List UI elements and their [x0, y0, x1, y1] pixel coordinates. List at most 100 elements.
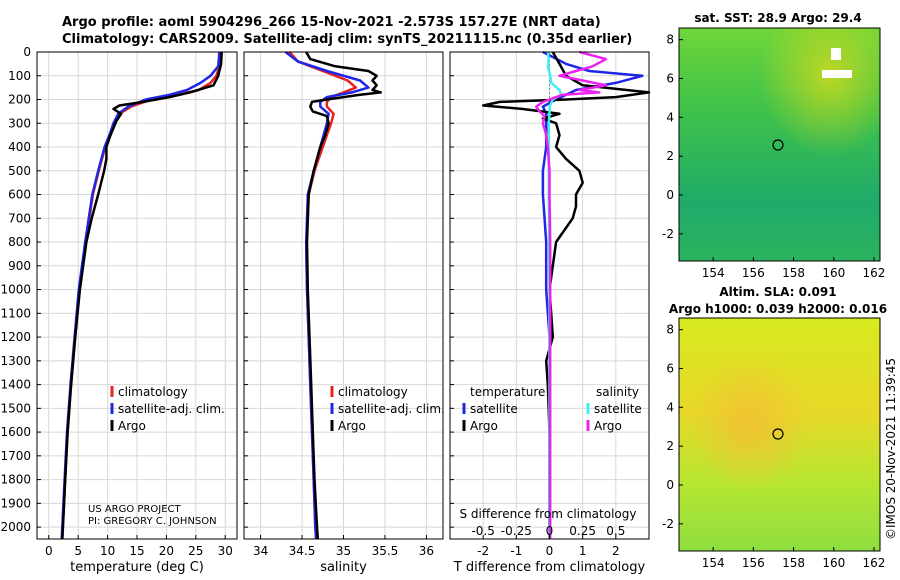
- legend-climatology-label: climatology: [338, 385, 408, 399]
- s-tick-label: 0.5: [606, 524, 625, 538]
- map-x-tick-label: 160: [822, 556, 845, 570]
- y-tick-label: 1600: [0, 425, 31, 439]
- map-x-tick-label: 156: [742, 556, 765, 570]
- legend-argo-label: Argo: [118, 419, 146, 433]
- x-tick-label: 0: [546, 544, 554, 558]
- series-line-t-argo: [481, 51, 651, 539]
- x-tick-label: 2: [612, 544, 620, 558]
- map-x-tick-label: 158: [782, 266, 805, 280]
- y-tick-label: 1800: [0, 473, 31, 487]
- y-tick-label: 700: [8, 211, 31, 225]
- y-tick-label: 100: [8, 69, 31, 83]
- x-axis-label: T difference from climatology: [453, 560, 646, 575]
- x-tick-label: 1: [579, 544, 587, 558]
- x-tick-label: 20: [159, 544, 174, 558]
- sla-map-warm-patch: [679, 318, 880, 551]
- x-tick-label: -2: [477, 544, 489, 558]
- imos-timestamp: ©IMOS 20-Nov-2021 11:39:45: [884, 357, 898, 540]
- series-line-argo: [61, 51, 223, 540]
- legend-t-argo-label: Argo: [470, 419, 498, 433]
- map-x-tick-label: 162: [863, 266, 886, 280]
- legend-satellite-label: satellite-adj. clim.: [118, 402, 225, 416]
- x-tick-label: 5: [74, 544, 82, 558]
- x-tick-label: 36: [419, 544, 434, 558]
- y-tick-label: 1700: [0, 449, 31, 463]
- y-tick-label: 500: [8, 164, 31, 178]
- sla-map-title-1: Altim. SLA: 0.091: [719, 285, 836, 299]
- s-tick-label: -0.5: [471, 524, 494, 538]
- y-tick-label: 200: [8, 93, 31, 107]
- x-tick-label: 25: [188, 544, 203, 558]
- sst-float-marker: [772, 139, 784, 151]
- sst-map-warm-patch: [679, 28, 880, 261]
- y-tick-label: 0: [23, 45, 31, 59]
- s-tick-label: 0.25: [569, 524, 596, 538]
- series-line-argo: [305, 51, 383, 540]
- y-tick-label: 1400: [0, 378, 31, 392]
- y-tick-label: 800: [8, 235, 31, 249]
- legend-temperature-heading: temperature: [470, 385, 545, 399]
- y-tick-label: 900: [8, 259, 31, 273]
- map-y-tick-label: 2: [666, 149, 674, 163]
- x-axis-label: salinity: [320, 560, 367, 575]
- map-y-tick-label: 6: [666, 71, 674, 85]
- credit-line-2: PI: GREGORY C. JOHNSON: [88, 516, 217, 527]
- series-line-climatology: [61, 51, 223, 540]
- y-tick-label: 1300: [0, 354, 31, 368]
- x-tick-label: 35: [336, 544, 351, 558]
- sla-map: [678, 317, 881, 552]
- map-y-tick-label: 2: [666, 439, 674, 453]
- x-tick-label: -1: [510, 544, 522, 558]
- y-tick-label: 600: [8, 188, 31, 202]
- map-y-tick-label: 6: [666, 361, 674, 375]
- x-tick-label: 30: [218, 544, 233, 558]
- map-x-tick-label: 154: [702, 556, 725, 570]
- x-tick-label: 10: [100, 544, 115, 558]
- map-y-tick-label: 8: [666, 33, 674, 47]
- x-tick-label: 34.5: [289, 544, 316, 558]
- x-tick-label: 34: [253, 544, 268, 558]
- x-axis-label: temperature (deg C): [70, 560, 204, 575]
- x-tick-label: 0: [45, 544, 53, 558]
- series-line-s-argo: [534, 50, 608, 539]
- y-tick-label: 2000: [0, 520, 31, 534]
- y-tick-label: 1100: [0, 306, 31, 320]
- y-tick-label: 300: [8, 116, 31, 130]
- s-tick-label: -0.25: [501, 524, 532, 538]
- x-tick-label: 15: [129, 544, 144, 558]
- legend-satellite-label: satellite-adj. clim.: [338, 402, 445, 416]
- series-line-climatology: [288, 51, 358, 540]
- legend-salinity-heading: salinity: [596, 385, 639, 399]
- map-y-tick-label: 4: [666, 400, 674, 414]
- sla-map-title-2: Argo h1000: 0.039 h2000: 0.016: [669, 302, 887, 316]
- s-tick-label: 0: [546, 524, 554, 538]
- legend-s-argo-label: Argo: [594, 419, 622, 433]
- legend-t-satellite-label: satellite: [470, 402, 518, 416]
- map-x-tick-label: 162: [863, 556, 886, 570]
- map-y-tick-label: 0: [666, 478, 674, 492]
- header-line-1: Argo profile: aoml 5904296_266 15-Nov-20…: [62, 15, 601, 30]
- map-x-tick-label: 158: [782, 556, 805, 570]
- y-tick-label: 1900: [0, 496, 31, 510]
- y-tick-label: 1200: [0, 330, 31, 344]
- x-tick-label: 35.5: [372, 544, 399, 558]
- legend-temperature: climatology satellite-adj. clim. Argo: [110, 385, 225, 433]
- y-tick-label: 400: [8, 140, 31, 154]
- sla-float-marker: [772, 428, 784, 440]
- sst-map-frame: [678, 27, 881, 262]
- y-tick-label: 1000: [0, 283, 31, 297]
- header-line-2: Climatology: CARS2009. Satellite-adj cli…: [62, 32, 633, 47]
- sst-map-cloud-mask: [822, 70, 852, 78]
- sst-map-cloud-mask: [831, 48, 841, 60]
- map-x-tick-label: 154: [702, 266, 725, 280]
- map-x-tick-label: 160: [822, 266, 845, 280]
- map-y-tick-label: 0: [666, 188, 674, 202]
- legend-difference: temperature salinity satellite Argo sate…: [462, 385, 642, 433]
- legend-argo-label: Argo: [338, 419, 366, 433]
- map-y-tick-label: 8: [666, 323, 674, 337]
- y-tick-label: 1500: [0, 401, 31, 415]
- map-y-tick-label: -2: [662, 227, 674, 241]
- sla-map-frame: [678, 317, 881, 552]
- s-difference-axis-label: S difference from climatology: [460, 507, 637, 521]
- legend-salinity: climatology satellite-adj. clim. Argo: [330, 385, 445, 433]
